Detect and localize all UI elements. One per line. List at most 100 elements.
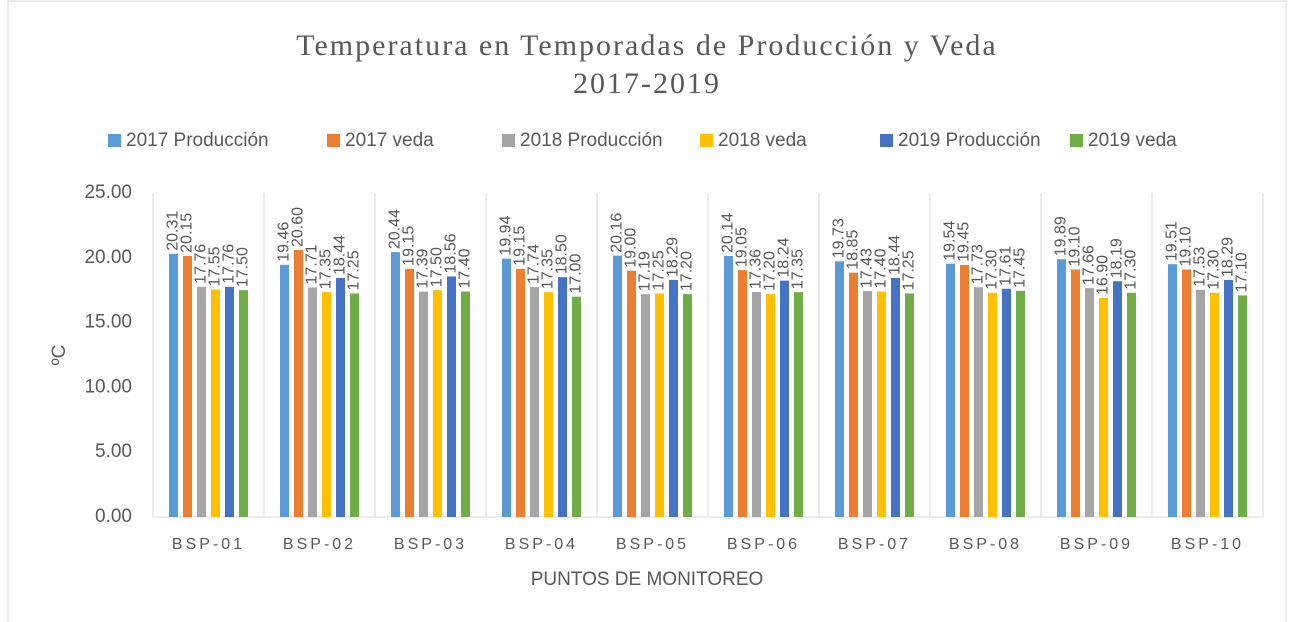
bar — [350, 293, 359, 517]
bar — [1168, 264, 1177, 517]
bar — [225, 286, 234, 517]
x-tick-label: BSP-07 — [838, 536, 911, 553]
x-tick-label: BSP-08 — [949, 536, 1022, 553]
value-label: 18.24 — [776, 237, 793, 277]
value-label: 19.15 — [401, 226, 418, 266]
legend-swatch — [880, 134, 893, 147]
bar — [974, 287, 983, 517]
value-label: 20.14 — [720, 213, 737, 253]
value-label: 19.51 — [1164, 221, 1181, 261]
value-label: 17.40 — [457, 248, 474, 288]
value-label: 17.00 — [568, 254, 585, 294]
value-label: 19.10 — [1067, 226, 1084, 266]
value-label: 20.60 — [290, 207, 307, 247]
bar — [336, 278, 345, 517]
bar — [516, 268, 525, 517]
bar — [960, 264, 969, 517]
bar — [1071, 269, 1080, 517]
bar — [419, 291, 428, 517]
bar — [502, 258, 511, 517]
bar — [905, 293, 914, 517]
bar — [988, 292, 997, 517]
value-label: 19.45 — [956, 222, 973, 262]
bar — [849, 272, 858, 517]
value-label: 17.35 — [540, 249, 557, 289]
bar — [433, 290, 442, 517]
x-tick-label: BSP-09 — [1060, 536, 1133, 553]
x-tick-label: BSP-02 — [283, 536, 356, 553]
bar — [863, 291, 872, 517]
value-label: 19.10 — [1178, 226, 1195, 266]
value-label: 20.31 — [165, 211, 182, 251]
value-label: 18.44 — [887, 235, 904, 275]
legend-label: 2019 Producción — [898, 130, 1041, 151]
value-label: 18.50 — [554, 234, 571, 274]
value-label: 17.40 — [873, 248, 890, 288]
bar — [613, 255, 622, 518]
chart-subtitle: 2017-2019 — [573, 67, 721, 100]
bar — [169, 253, 178, 517]
chart-frame — [7, 0, 1287, 622]
legend-swatch — [502, 134, 515, 147]
value-label: 17.53 — [1192, 247, 1209, 287]
bar — [308, 287, 317, 517]
value-label: 17.45 — [1012, 248, 1029, 288]
bar — [1113, 281, 1122, 517]
value-label: 16.90 — [1095, 255, 1112, 295]
bar — [738, 270, 747, 517]
y-tick-label: 20.00 — [84, 247, 132, 268]
value-label: 17.71 — [304, 244, 321, 284]
legend-label: 2019 veda — [1088, 130, 1177, 151]
value-label: 17.73 — [970, 244, 987, 284]
bar — [724, 255, 733, 517]
legend-swatch — [700, 134, 713, 147]
value-label: 17.10 — [1234, 252, 1251, 292]
value-label: 17.76 — [221, 244, 238, 284]
bar — [1002, 288, 1011, 517]
value-label: 19.94 — [498, 215, 515, 255]
bar — [530, 287, 539, 517]
value-label: 17.20 — [762, 251, 779, 291]
y-axis-title: ºC — [49, 345, 70, 366]
bar — [752, 292, 761, 517]
bar — [558, 277, 567, 517]
bar — [405, 268, 414, 517]
value-label: 17.74 — [526, 244, 543, 284]
x-tick-label: BSP-04 — [505, 536, 578, 553]
x-tick-label: BSP-06 — [727, 536, 800, 553]
bar — [211, 289, 220, 517]
bar — [280, 264, 289, 517]
value-label: 17.55 — [207, 246, 224, 286]
value-label: 18.44 — [332, 235, 349, 275]
value-label: 17.61 — [998, 246, 1015, 286]
value-label: 17.30 — [1206, 250, 1223, 290]
legend-swatch — [108, 134, 121, 147]
bar — [946, 263, 955, 517]
bar — [655, 293, 664, 517]
value-label: 18.29 — [1220, 237, 1237, 277]
value-label: 19.89 — [1053, 216, 1070, 256]
bar — [1210, 292, 1219, 517]
legend-label: 2017 Producción — [126, 130, 269, 151]
value-label: 20.44 — [387, 209, 404, 249]
bar — [891, 278, 900, 517]
legend-label: 2018 veda — [718, 130, 807, 151]
chart-title: Temperatura en Temporadas de Producción … — [296, 29, 997, 62]
value-label: 17.25 — [651, 250, 668, 290]
value-label: 20.15 — [179, 213, 196, 253]
bar — [294, 250, 303, 518]
bar — [544, 292, 553, 517]
bar — [766, 294, 775, 517]
value-label: 17.39 — [415, 248, 432, 288]
value-label: 17.76 — [193, 244, 210, 284]
bar — [239, 290, 248, 517]
value-label: 19.54 — [942, 221, 959, 261]
x-tick-label: BSP-05 — [616, 536, 689, 553]
bar — [1099, 297, 1108, 517]
bar — [391, 252, 400, 517]
value-label: 18.29 — [665, 237, 682, 277]
bar — [1238, 295, 1247, 517]
legend-swatch — [1070, 134, 1083, 147]
legend-label: 2017 veda — [345, 130, 434, 151]
value-label: 17.30 — [984, 250, 1001, 290]
